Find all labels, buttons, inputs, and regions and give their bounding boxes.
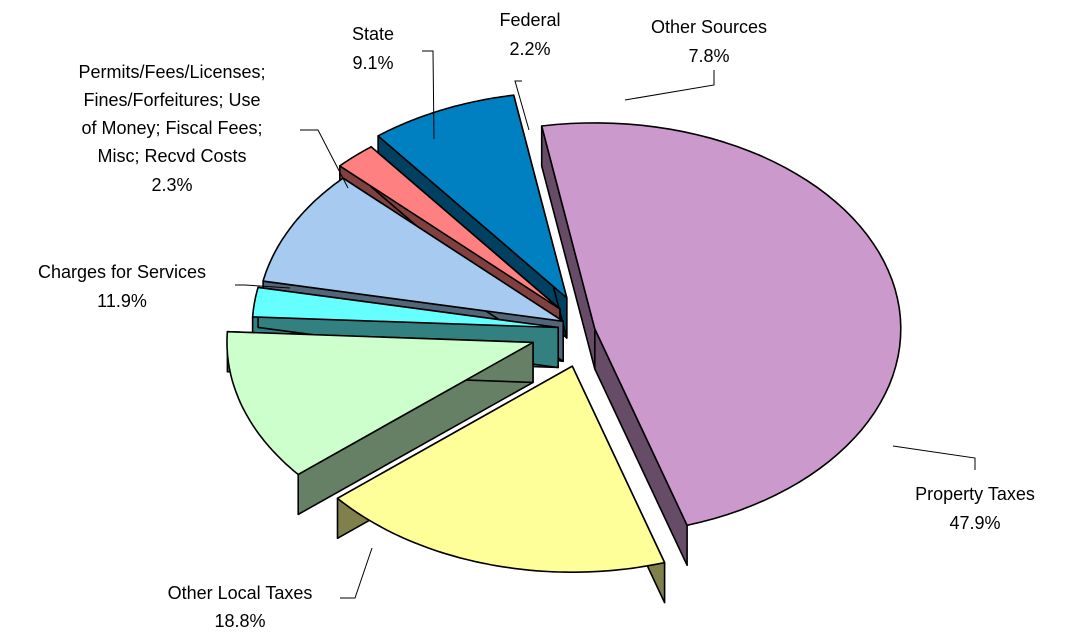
leader-line-other-sources	[624, 70, 715, 101]
leader-line-permits	[300, 129, 349, 189]
label-permits-line-3: of Money; Fiscal Fees;	[81, 118, 262, 138]
label-permits-line-4: Misc; Recvd Costs	[97, 146, 246, 166]
slice-property-taxes-top	[540, 122, 902, 527]
label-other-sources: Other Sources 7.8%	[651, 17, 767, 66]
slice-other-local-taxes-top	[336, 365, 666, 573]
label-other-local-taxes: Other Local Taxes 18.8%	[168, 583, 313, 631]
slice-charges-for-services-top	[226, 330, 534, 476]
label-permits-value: 2.3%	[151, 175, 192, 195]
label-property-taxes-name: Property Taxes	[915, 484, 1035, 504]
slice-state-top	[262, 177, 564, 323]
label-property-taxes: Property Taxes 47.9%	[915, 484, 1035, 533]
label-permits: Permits/Fees/Licenses; Fines/Forfeitures…	[78, 62, 265, 195]
label-state-value: 9.1%	[352, 53, 393, 73]
label-other-sources-value: 7.8%	[688, 46, 729, 66]
label-other-local-taxes-name: Other Local Taxes	[168, 583, 313, 603]
label-other-sources-name: Other Sources	[651, 17, 767, 37]
label-charges-for-services-name: Charges for Services	[38, 262, 206, 282]
leader-line-federal	[514, 80, 530, 131]
leader-lines	[235, 50, 976, 599]
pie-slices	[226, 94, 902, 604]
slice-other-sources-top	[377, 94, 568, 299]
label-permits-line-2: Fines/Forfeitures; Use	[83, 90, 260, 110]
slice-other-local-taxes	[336, 365, 666, 604]
label-charges-for-services: Charges for Services 11.9%	[38, 262, 206, 311]
label-state-name: State	[352, 24, 394, 44]
label-federal-value: 2.2%	[509, 39, 550, 59]
leader-line-property-taxes	[892, 445, 976, 470]
label-federal: Federal 2.2%	[499, 10, 560, 59]
leader-line-other-local-taxes	[340, 547, 373, 599]
label-charges-for-services-value: 11.9%	[97, 291, 147, 311]
label-property-taxes-value: 47.9%	[949, 513, 1000, 533]
slice-property-taxes	[540, 122, 902, 567]
slice-charges-for-services	[226, 330, 534, 516]
slice-federal-top	[339, 146, 561, 310]
leader-line-charges-for-services	[235, 284, 291, 289]
label-state: State 9.1%	[352, 24, 394, 73]
label-federal-name: Federal	[499, 10, 560, 30]
slice-permits-fees-licenses-top	[251, 286, 559, 329]
leader-line-state	[422, 50, 435, 140]
label-permits-line-1: Permits/Fees/Licenses;	[78, 62, 265, 82]
label-other-local-taxes-value: 18.8%	[214, 611, 265, 631]
